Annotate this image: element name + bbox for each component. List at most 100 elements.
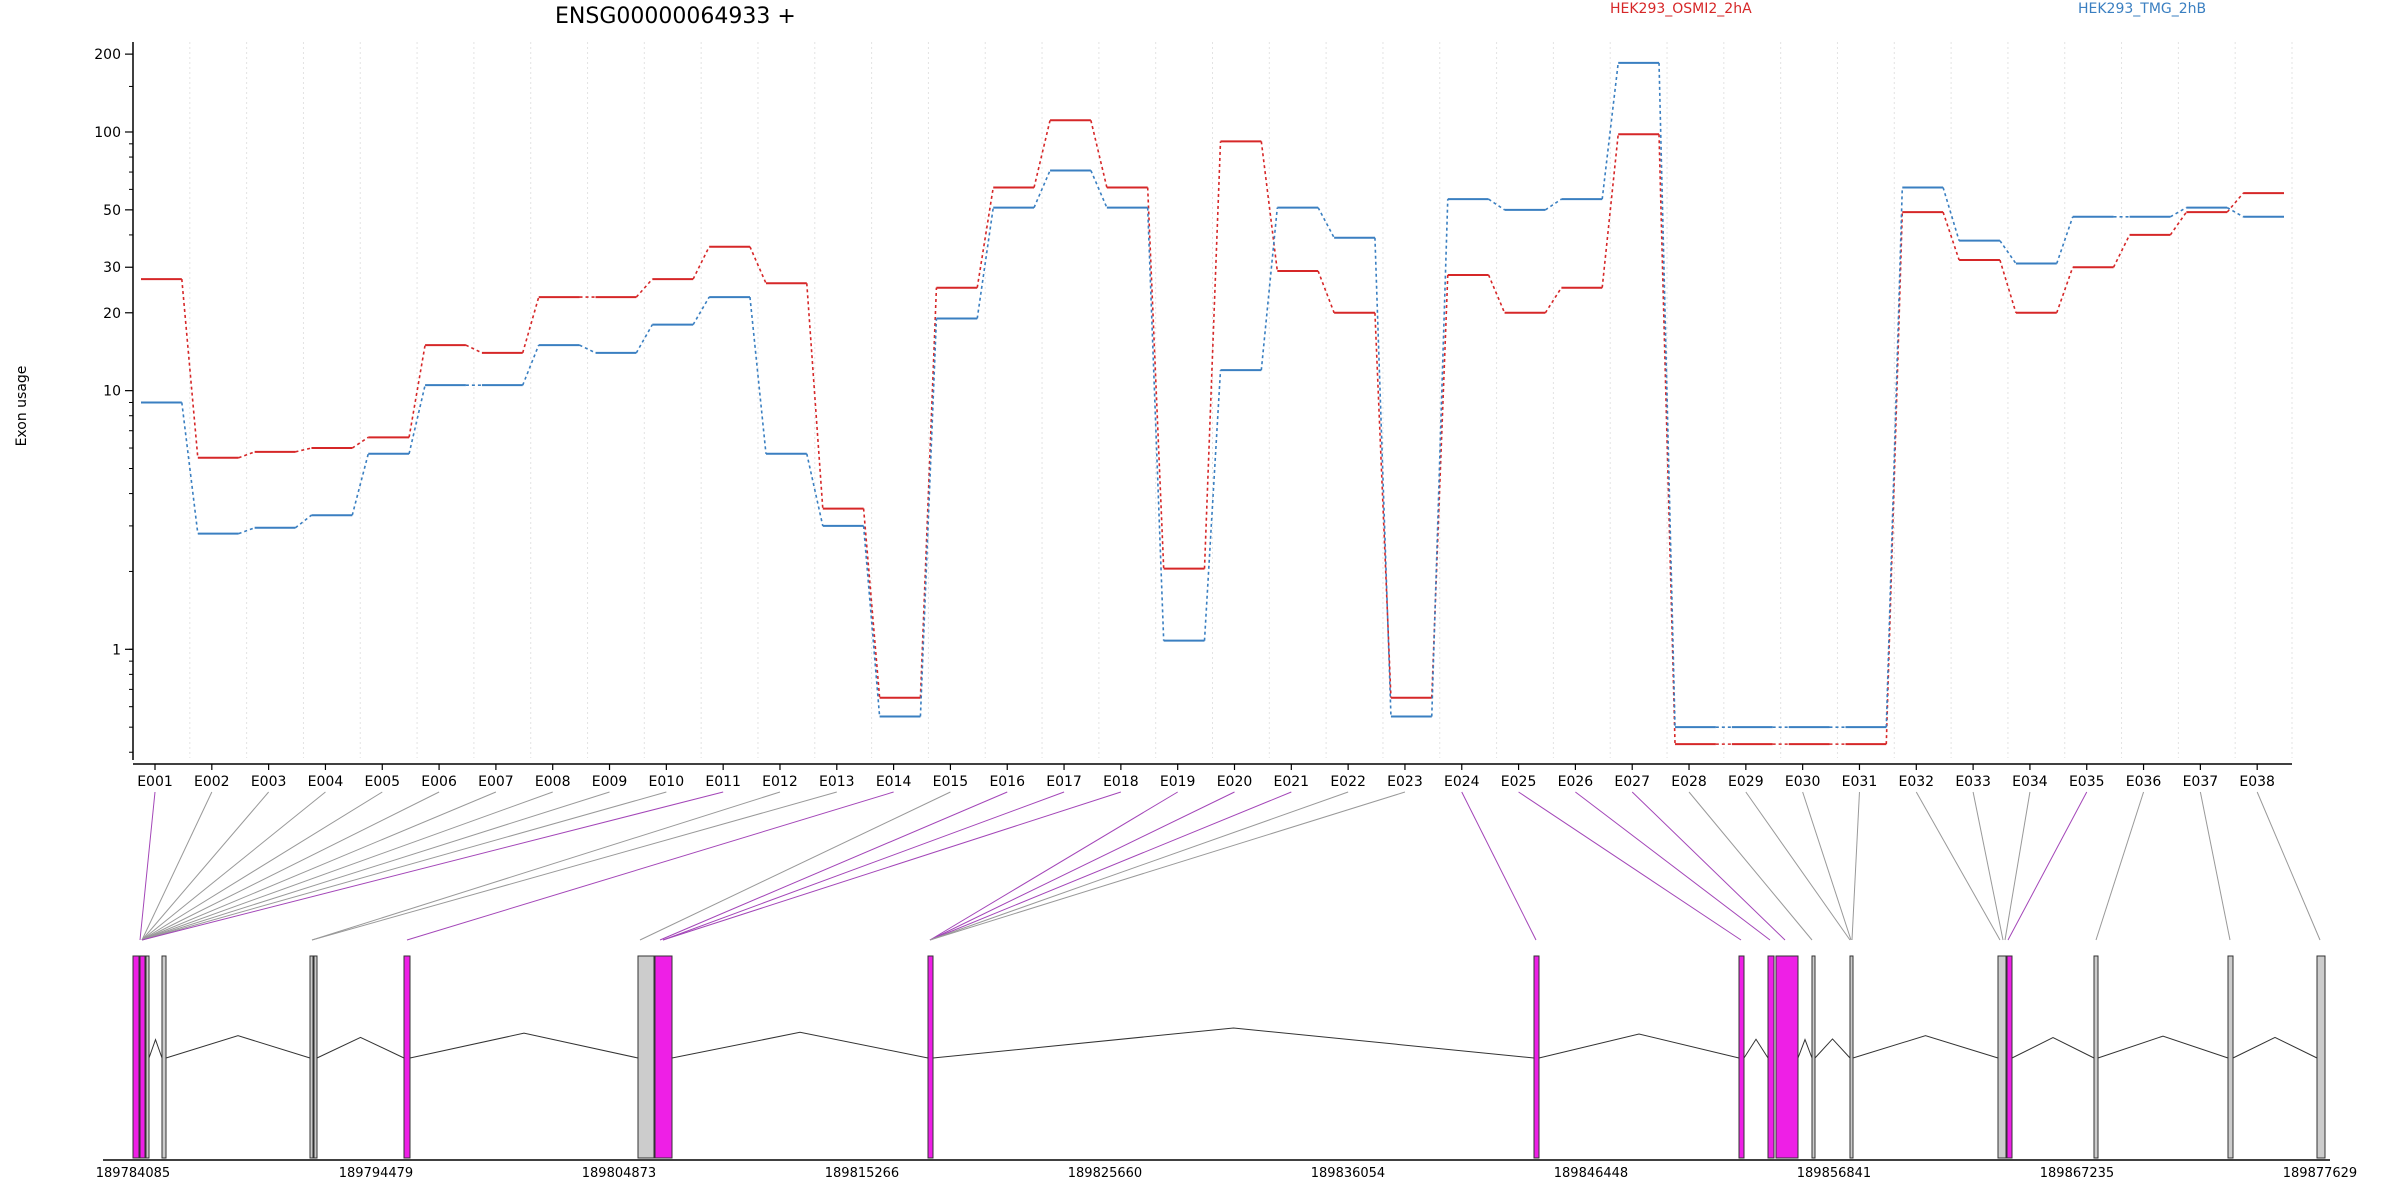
y-tick-label: 1	[112, 642, 121, 658]
series-connector	[579, 344, 596, 354]
exon-connector	[1688, 791, 1813, 941]
exon-connector	[1802, 791, 1852, 941]
x-tick-label: E030	[1785, 774, 1821, 790]
legend-item-series-2: HEK293_TMG_2hB	[2078, 1, 2206, 17]
intron-line	[148, 1038, 163, 1059]
series-connector	[805, 283, 824, 509]
series-connector	[692, 246, 710, 280]
exon-block	[637, 955, 655, 1159]
series-connector	[749, 297, 767, 454]
series-connector	[1601, 134, 1620, 288]
exon-connector	[2095, 791, 2145, 941]
series-connector	[1317, 270, 1335, 314]
x-tick-label: E004	[308, 774, 344, 790]
genomic-coordinate-label: 189815266	[825, 1166, 899, 1181]
x-tick-label: E023	[1387, 774, 1423, 790]
series-connector	[1146, 207, 1165, 641]
exon-connector	[141, 791, 270, 941]
gene-model: 189784085 189794479 189804873 189815266 1898…	[96, 955, 2357, 1181]
exon-connector	[929, 791, 1349, 941]
exon-connector	[141, 791, 724, 941]
x-tick-label: E014	[876, 774, 912, 790]
exon-block	[139, 955, 146, 1159]
y-tick-label: 20	[103, 306, 121, 322]
genomic-coordinate-label: 189867235	[2040, 1166, 2114, 1181]
y-axis-label: Exon usage	[14, 366, 30, 447]
series-connector	[1658, 62, 1676, 728]
exon-connector	[141, 791, 326, 941]
exon-connector	[1972, 791, 2004, 941]
axes: 1 10 20 30 50 100 200 E001 E002 E003 E004 E005 E006 E…	[94, 42, 2292, 790]
series-connector	[1033, 170, 1051, 208]
series-connector	[238, 451, 255, 459]
intron-line	[2232, 1036, 2318, 1059]
series-connector	[2169, 211, 2188, 236]
exon-block	[1811, 955, 1816, 1159]
exon-connector	[2004, 791, 2031, 941]
x-tick-label: E020	[1217, 774, 1253, 790]
exon-connector	[662, 791, 1122, 941]
intron-line	[1743, 1038, 1769, 1059]
exon-block	[2227, 955, 2234, 1159]
x-tick-label: E038	[2239, 774, 2275, 790]
exon-connector	[139, 791, 156, 941]
x-tick-label: E028	[1671, 774, 1707, 790]
series-connector	[1430, 274, 1449, 698]
series-1	[141, 119, 2284, 746]
x-tick-label: E010	[649, 774, 685, 790]
exon-connector	[929, 791, 1235, 941]
exon-connector	[141, 791, 667, 941]
x-tick-label: E008	[535, 774, 571, 790]
exon-connector	[1915, 791, 2001, 941]
intron-line	[165, 1035, 311, 1059]
exon-connector	[929, 791, 1292, 941]
series-connector	[976, 187, 995, 288]
genomic-coordinate-label: 189794479	[339, 1166, 413, 1181]
x-tick-label: E007	[478, 774, 514, 790]
series-connector	[521, 344, 540, 386]
y-tick-label: 30	[103, 260, 121, 276]
x-tick-label: E022	[1330, 774, 1366, 790]
y-tick-label: 10	[103, 384, 121, 400]
x-tick-label: E016	[989, 774, 1025, 790]
x-tick-label: E036	[2126, 774, 2162, 790]
x-tick-label: E015	[933, 774, 969, 790]
intron-line	[409, 1032, 639, 1059]
exon-connector	[1461, 791, 1537, 941]
series-connector	[295, 447, 312, 453]
exon-connector	[929, 791, 1178, 941]
exon-connector	[1575, 791, 1771, 941]
series-connector	[919, 287, 938, 698]
series-connector	[1544, 287, 1563, 314]
x-tick-label: E024	[1444, 774, 1480, 790]
exon-connector	[141, 791, 383, 941]
exon-connector	[2199, 791, 2231, 941]
exon-block	[1849, 955, 1854, 1159]
series-connector	[635, 278, 653, 298]
intron-line	[1538, 1033, 1740, 1059]
exon-block	[309, 955, 314, 1159]
exon-block	[1997, 955, 2007, 1159]
series-connector	[1374, 312, 1392, 698]
exon-connector	[1851, 791, 1860, 941]
exon-connector	[311, 791, 837, 941]
series-connector	[1203, 370, 1222, 641]
exon-block	[654, 955, 673, 1159]
y-tick-label: 200	[94, 47, 121, 63]
exon-connector	[662, 791, 1065, 941]
x-tick-label: E034	[2012, 774, 2048, 790]
exon-connector	[406, 791, 894, 941]
exon-connector	[141, 791, 497, 941]
y-tick-label: 50	[103, 203, 121, 219]
x-tick-label: E027	[1614, 774, 1650, 790]
series-connector	[408, 344, 426, 438]
intron-line	[932, 1027, 1535, 1059]
series-connector	[692, 296, 710, 326]
x-tick-label: E011	[705, 774, 741, 790]
exon-connectors	[139, 791, 2321, 941]
series-connector	[862, 525, 881, 717]
series-connector	[1999, 240, 2017, 265]
x-tick-label: E021	[1274, 774, 1310, 790]
x-tick-label: E033	[1955, 774, 1991, 790]
